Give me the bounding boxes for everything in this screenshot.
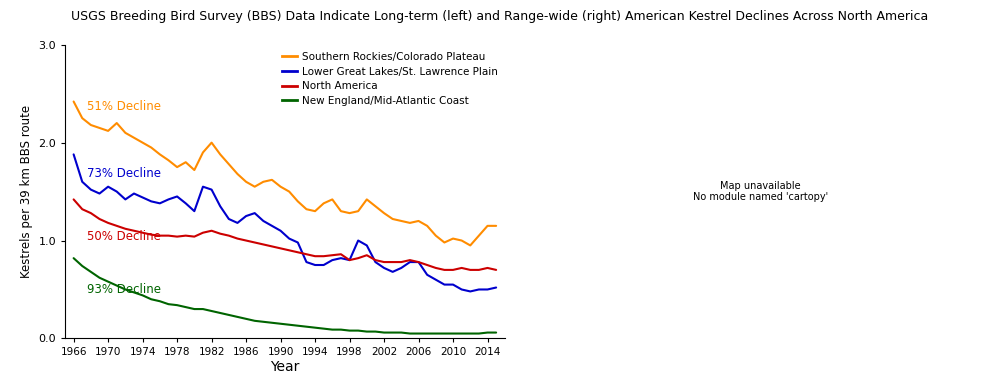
Text: 50% Decline: 50% Decline bbox=[87, 230, 160, 243]
Text: 73% Decline: 73% Decline bbox=[87, 167, 161, 180]
Text: Map unavailable
No module named 'cartopy': Map unavailable No module named 'cartopy… bbox=[693, 181, 828, 202]
Text: USGS Breeding Bird Survey (BBS) Data Indicate Long-term (left) and Range-wide (r: USGS Breeding Bird Survey (BBS) Data Ind… bbox=[71, 10, 929, 23]
Legend: Southern Rockies/Colorado Plateau, Lower Great Lakes/St. Lawrence Plain, North A: Southern Rockies/Colorado Plateau, Lower… bbox=[280, 50, 500, 108]
Text: 93% Decline: 93% Decline bbox=[87, 283, 161, 296]
Text: 51% Decline: 51% Decline bbox=[87, 100, 161, 113]
X-axis label: Year: Year bbox=[270, 360, 300, 374]
Y-axis label: Kestrels per 39 km BBS route: Kestrels per 39 km BBS route bbox=[20, 105, 33, 278]
